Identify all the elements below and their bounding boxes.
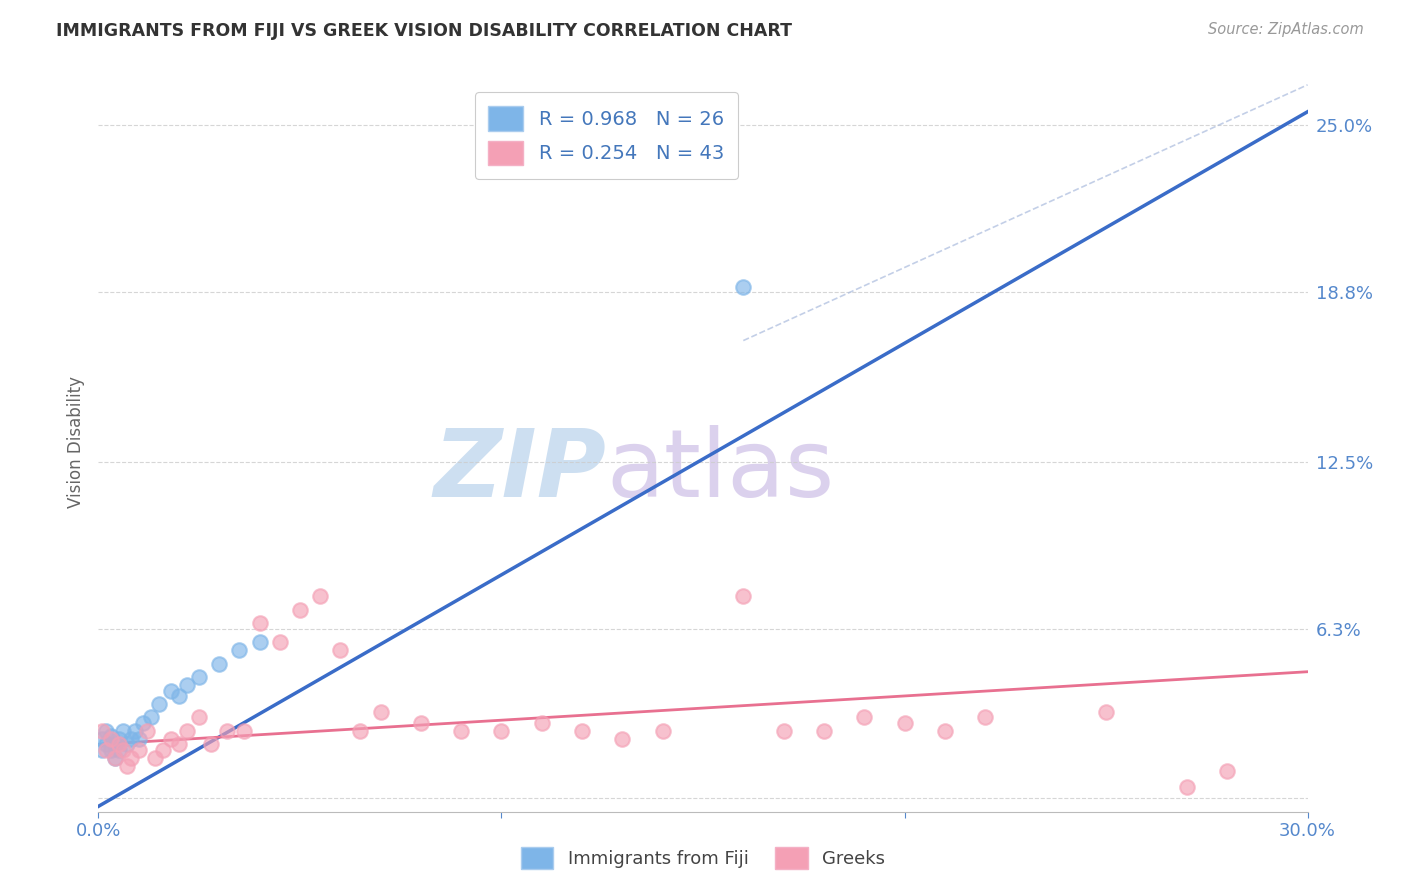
Point xyxy=(249,635,271,649)
Point xyxy=(450,723,472,738)
Text: Source: ZipAtlas.com: Source: ZipAtlas.com xyxy=(1208,22,1364,37)
Point xyxy=(530,715,553,730)
Text: atlas: atlas xyxy=(606,425,835,517)
Point xyxy=(612,732,634,747)
Point xyxy=(733,279,755,293)
Point xyxy=(107,732,129,747)
Point xyxy=(934,723,956,738)
Point xyxy=(200,738,222,752)
Y-axis label: Vision Disability: Vision Disability xyxy=(66,376,84,508)
Point xyxy=(132,715,155,730)
Point xyxy=(96,723,118,738)
Point xyxy=(111,723,134,738)
Point xyxy=(409,715,432,730)
Point xyxy=(651,723,673,738)
Point xyxy=(893,715,915,730)
Point xyxy=(269,635,291,649)
Point xyxy=(111,743,134,757)
Point xyxy=(974,710,997,724)
Text: IMMIGRANTS FROM FIJI VS GREEK VISION DISABILITY CORRELATION CHART: IMMIGRANTS FROM FIJI VS GREEK VISION DIS… xyxy=(56,22,792,40)
Point xyxy=(148,697,170,711)
Point xyxy=(249,616,271,631)
Point xyxy=(1175,780,1198,795)
Point xyxy=(143,751,166,765)
Point xyxy=(232,723,254,738)
Point xyxy=(309,590,332,604)
Point xyxy=(853,710,876,724)
Legend: Immigrants from Fiji, Greeks: Immigrants from Fiji, Greeks xyxy=(512,838,894,879)
Point xyxy=(491,723,513,738)
Point xyxy=(217,723,239,738)
Point xyxy=(733,590,755,604)
Point xyxy=(91,732,114,747)
Point xyxy=(128,732,150,747)
Point xyxy=(139,710,162,724)
Point xyxy=(167,689,190,703)
Point xyxy=(152,743,174,757)
Point xyxy=(188,670,211,684)
Point xyxy=(115,759,138,773)
Legend: R = 0.968   N = 26, R = 0.254   N = 43: R = 0.968 N = 26, R = 0.254 N = 43 xyxy=(475,92,738,179)
Point xyxy=(103,738,125,752)
Point xyxy=(329,643,352,657)
Point xyxy=(120,751,142,765)
Point xyxy=(571,723,593,738)
Point xyxy=(772,723,794,738)
Point xyxy=(160,683,183,698)
Point xyxy=(128,743,150,757)
Point xyxy=(103,751,125,765)
Point xyxy=(176,678,198,692)
Point xyxy=(96,743,118,757)
Text: ZIP: ZIP xyxy=(433,425,606,517)
Point xyxy=(208,657,231,671)
Point xyxy=(100,743,122,757)
Point xyxy=(349,723,371,738)
Point xyxy=(100,732,122,747)
Point xyxy=(100,729,122,743)
Point xyxy=(288,603,311,617)
Point xyxy=(107,738,129,752)
Point xyxy=(96,738,118,752)
Point xyxy=(124,723,146,738)
Point xyxy=(370,705,392,719)
Point xyxy=(167,738,190,752)
Point xyxy=(115,738,138,752)
Point xyxy=(176,723,198,738)
Point xyxy=(1095,705,1118,719)
Point xyxy=(103,751,125,765)
Point xyxy=(91,723,114,738)
Point xyxy=(188,710,211,724)
Point xyxy=(91,743,114,757)
Point xyxy=(120,732,142,747)
Point xyxy=(813,723,835,738)
Point xyxy=(107,743,129,757)
Point xyxy=(228,643,250,657)
Point xyxy=(160,732,183,747)
Point xyxy=(1216,764,1239,779)
Point xyxy=(135,723,157,738)
